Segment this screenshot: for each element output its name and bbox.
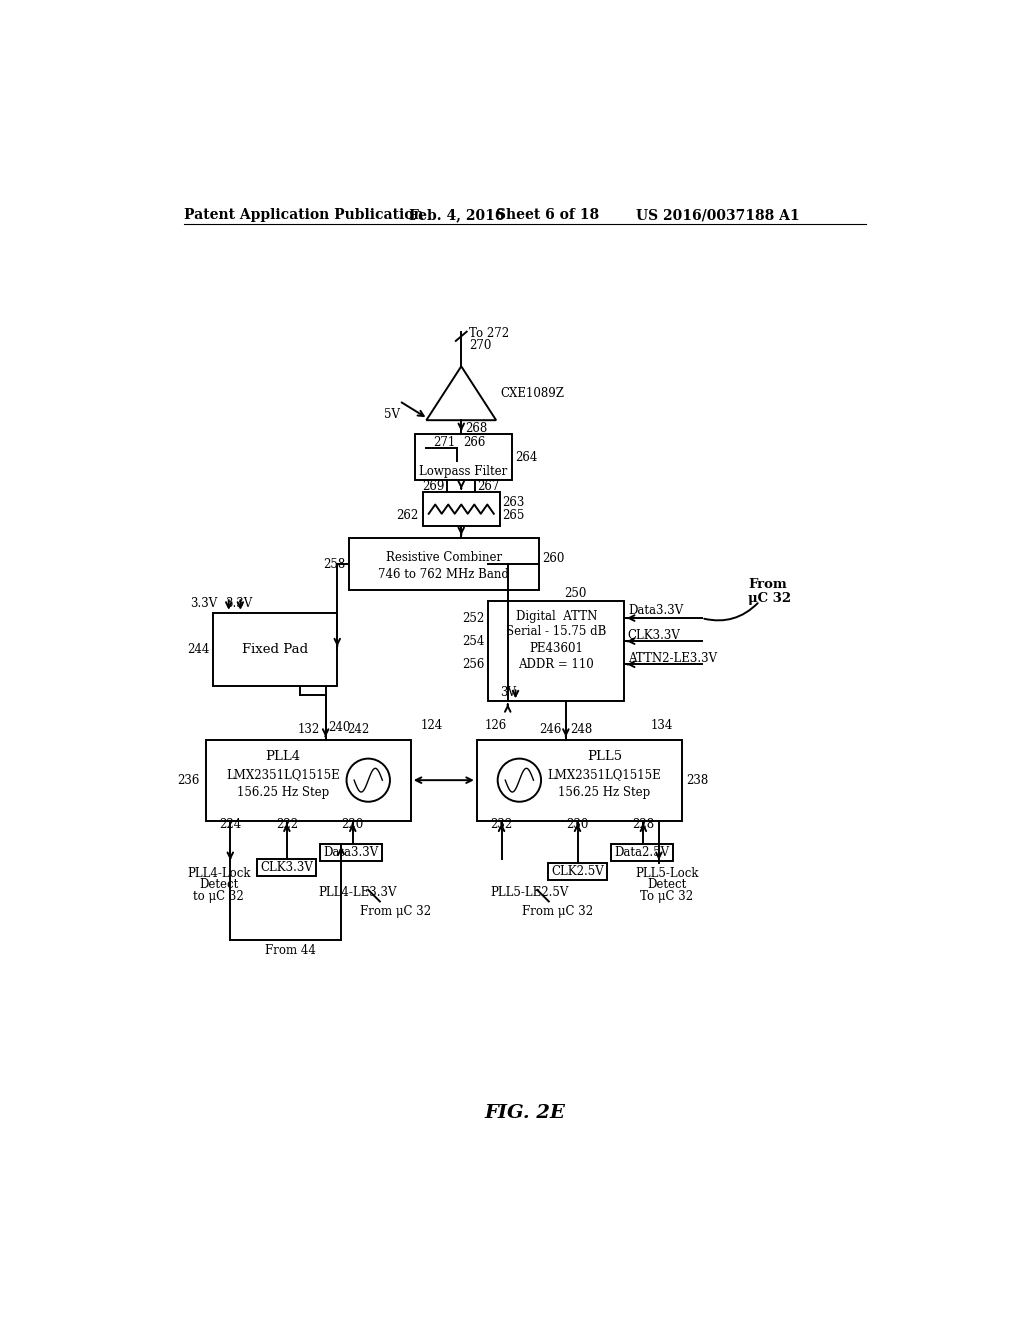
Text: Feb. 4, 2016: Feb. 4, 2016	[409, 209, 504, 223]
Text: 266: 266	[464, 436, 486, 449]
Bar	[548, 863, 607, 880]
Text: 3.3V: 3.3V	[190, 597, 217, 610]
Text: From μC 32: From μC 32	[521, 906, 593, 919]
Text: To 272: To 272	[469, 326, 509, 339]
Text: 269: 269	[423, 480, 445, 492]
Text: Detect: Detect	[647, 878, 686, 891]
Text: 263: 263	[503, 496, 524, 510]
Bar	[488, 601, 624, 701]
Text: 240: 240	[328, 721, 350, 734]
Text: Patent Application Publication: Patent Application Publication	[183, 209, 424, 223]
Text: From 44: From 44	[265, 944, 316, 957]
Text: Data3.3V: Data3.3V	[324, 846, 379, 859]
Text: 228: 228	[632, 818, 654, 832]
Text: 244: 244	[187, 643, 209, 656]
Text: 246: 246	[540, 723, 561, 737]
Text: 3V: 3V	[500, 685, 516, 698]
Text: 258: 258	[323, 557, 345, 570]
Text: 236: 236	[177, 774, 200, 787]
Text: CLK3.3V: CLK3.3V	[260, 861, 313, 874]
Text: 256: 256	[462, 657, 484, 671]
Text: to μC 32: to μC 32	[194, 890, 244, 903]
Text: CLK3.3V: CLK3.3V	[628, 628, 681, 642]
Text: 262: 262	[396, 508, 419, 521]
Text: 746 to 762 MHz Band: 746 to 762 MHz Band	[379, 568, 509, 581]
Text: 238: 238	[686, 774, 709, 787]
Text: 267: 267	[477, 480, 500, 492]
Text: 252: 252	[462, 611, 484, 624]
Bar	[349, 539, 539, 590]
Text: 265: 265	[503, 508, 524, 521]
Text: 220: 220	[342, 818, 364, 832]
Text: 232: 232	[490, 818, 513, 832]
Bar	[477, 739, 682, 821]
Text: CXE1089Z: CXE1089Z	[500, 387, 564, 400]
Text: PLL5: PLL5	[587, 750, 623, 763]
Bar	[257, 859, 316, 876]
Text: From μC 32: From μC 32	[360, 906, 432, 919]
Text: LMX2351LQ1515E: LMX2351LQ1515E	[548, 768, 662, 781]
Text: Serial - 15.75 dB: Serial - 15.75 dB	[506, 626, 606, 639]
Text: 271: 271	[433, 436, 455, 449]
Text: 156.25 Hz Step: 156.25 Hz Step	[558, 785, 650, 799]
Text: 270: 270	[469, 339, 492, 352]
Text: 260: 260	[543, 552, 565, 565]
Text: Fixed Pad: Fixed Pad	[243, 643, 308, 656]
Text: 126: 126	[484, 719, 507, 733]
Bar	[213, 612, 337, 686]
Text: LMX2351LQ1515E: LMX2351LQ1515E	[226, 768, 340, 781]
Text: 264: 264	[515, 450, 538, 463]
Text: Digital  ATTN: Digital ATTN	[515, 610, 597, 623]
Text: 156.25 Hz Step: 156.25 Hz Step	[237, 785, 329, 799]
Text: ATTN2-LE3.3V: ATTN2-LE3.3V	[628, 652, 717, 665]
Text: 222: 222	[275, 818, 298, 832]
Text: 268: 268	[465, 422, 487, 434]
Text: Data3.3V: Data3.3V	[628, 603, 683, 616]
Text: 224: 224	[219, 818, 242, 832]
Text: 248: 248	[569, 723, 592, 737]
Text: 254: 254	[462, 635, 484, 648]
Text: PLL4-LE3.3V: PLL4-LE3.3V	[317, 886, 396, 899]
Bar	[206, 739, 411, 821]
Text: 250: 250	[564, 587, 587, 601]
Text: Resistive Combiner: Resistive Combiner	[386, 550, 502, 564]
Bar	[415, 434, 512, 480]
Text: To μC 32: To μC 32	[640, 890, 693, 903]
Bar	[611, 843, 673, 861]
Text: 3.3V: 3.3V	[225, 597, 252, 610]
Text: 124: 124	[420, 719, 442, 733]
Text: Sheet 6 of 18: Sheet 6 of 18	[496, 209, 599, 223]
Text: PLL4-Lock: PLL4-Lock	[187, 867, 251, 880]
Text: 132: 132	[297, 723, 319, 737]
Text: FIG. 2E: FIG. 2E	[484, 1105, 565, 1122]
Text: US 2016/0037188 A1: US 2016/0037188 A1	[636, 209, 800, 223]
Text: PE43601: PE43601	[529, 643, 583, 656]
Text: Lowpass Filter: Lowpass Filter	[419, 465, 507, 478]
Text: 242: 242	[347, 723, 370, 737]
Bar	[321, 843, 382, 861]
Text: Data2.5V: Data2.5V	[614, 846, 670, 859]
Text: From: From	[748, 578, 786, 591]
Text: μC 32: μC 32	[748, 591, 792, 605]
Text: PLL5-LE2.5V: PLL5-LE2.5V	[490, 886, 569, 899]
Text: 230: 230	[566, 818, 589, 832]
Text: CLK2.5V: CLK2.5V	[551, 865, 604, 878]
Text: ADDR = 110: ADDR = 110	[518, 657, 594, 671]
Text: 134: 134	[651, 719, 674, 733]
Text: Detect: Detect	[199, 878, 239, 891]
Text: PLL4: PLL4	[265, 750, 301, 763]
Bar	[423, 492, 500, 527]
Text: PLL5-Lock: PLL5-Lock	[635, 867, 698, 880]
Text: 5V: 5V	[384, 408, 399, 421]
